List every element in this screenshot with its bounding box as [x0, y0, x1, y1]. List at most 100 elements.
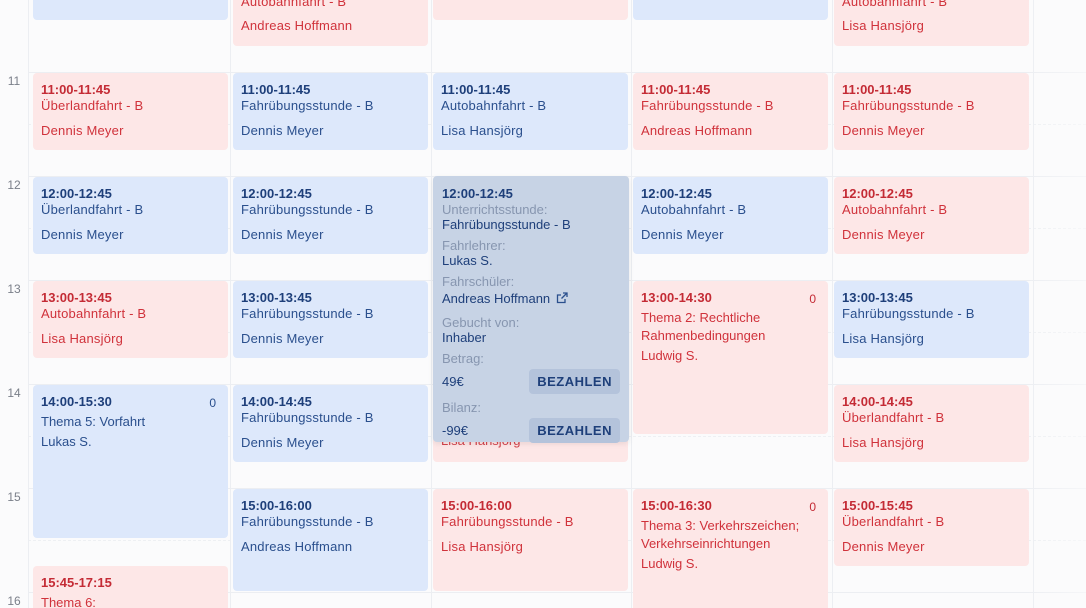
event-theme: Thema 2: Rechtliche: [641, 310, 761, 325]
popup-time: 12:00-12:45: [442, 186, 513, 201]
event-time: 15:00-16:30: [641, 498, 712, 513]
day-column-divider: [631, 0, 632, 608]
hour-line: [28, 72, 1086, 73]
pay-amount-button[interactable]: BEZAHLEN: [529, 369, 620, 394]
event-person: Dennis Meyer: [41, 123, 124, 138]
event-type: Autobahnfahrt - B: [441, 98, 547, 113]
event-card[interactable]: 13:00-13:45 Autobahnfahrt - B Lisa Hansj…: [33, 281, 228, 358]
event-card[interactable]: 12:00-12:45 Autobahnfahrt - B Dennis Mey…: [633, 177, 828, 254]
participant-count: 0: [209, 396, 216, 410]
event-card[interactable]: 13:00-13:45 Fahrübungsstunde - B Lisa Ha…: [834, 281, 1029, 358]
event-card[interactable]: 11:00-11:45 Fahrübungsstunde - B Dennis …: [233, 73, 428, 150]
event-person: Dennis Meyer: [41, 227, 124, 242]
event-time: 14:00-14:45: [842, 394, 913, 409]
event-person: Dennis Meyer: [241, 227, 324, 242]
event-person: Lisa Hansjörg: [441, 123, 524, 138]
appointment-detail-popup[interactable]: 12:00-12:45 Unterrichtsstunde: Fahrübung…: [433, 176, 629, 443]
event-time: 14:00-14:45: [241, 394, 312, 409]
external-link-icon[interactable]: [556, 292, 568, 307]
event-instructor: Ludwig S.: [641, 348, 699, 363]
theory-event-card[interactable]: 15:00-16:30 0 Thema 3: Verkehrszeichen; …: [633, 489, 828, 608]
event-person: Lisa Hansjörg: [842, 331, 925, 346]
teacher-value: Lukas S.: [442, 253, 493, 268]
event-time: 15:00-16:00: [441, 498, 512, 513]
event-card[interactable]: [633, 0, 828, 20]
event-type: Fahrübungsstunde - B: [241, 306, 374, 321]
event-time: 11:00-11:45: [441, 82, 511, 97]
student-value[interactable]: Andreas Hoffmann: [442, 291, 551, 306]
hour-label: 16: [7, 594, 21, 608]
event-type: Fahrübungsstunde - B: [241, 202, 374, 217]
event-type: Überlandfahrt - B: [41, 98, 144, 113]
hour-label: 12: [7, 178, 21, 192]
event-type: Überlandfahrt - B: [842, 514, 945, 529]
event-card[interactable]: 12:00-12:45 Fahrübungsstunde - B Dennis …: [233, 177, 428, 254]
event-card[interactable]: Autobahnfahrt - B Lisa Hansjörg: [834, 0, 1029, 46]
event-card[interactable]: 11:00-11:45 Fahrübungsstunde - B Andreas…: [633, 73, 828, 150]
event-card[interactable]: 15:00-16:00 Fahrübungsstunde - B Lisa Ha…: [433, 489, 628, 591]
event-card[interactable]: 13:00-13:45 Fahrübungsstunde - B Dennis …: [233, 281, 428, 358]
event-card[interactable]: 11:00-11:45 Überlandfahrt - B Dennis Mey…: [33, 73, 228, 150]
event-type: Fahrübungsstunde - B: [441, 514, 574, 529]
booked-by-label: Gebucht von:: [442, 315, 520, 330]
event-time: 15:00-15:45: [842, 498, 913, 513]
event-type: Fahrübungsstunde - B: [842, 98, 975, 113]
event-card[interactable]: [433, 0, 628, 20]
event-time: 15:45-17:15: [41, 575, 112, 590]
event-card[interactable]: 11:00-11:45 Autobahnfahrt - B Lisa Hansj…: [433, 73, 628, 150]
student-label: Fahrschüler:: [442, 274, 515, 289]
hour-label: 11: [7, 74, 21, 88]
theory-event-card[interactable]: 13:00-14:30 0 Thema 2: Rechtliche Rahmen…: [633, 281, 828, 434]
event-card[interactable]: 12:00-12:45 Überlandfahrt - B Dennis Mey…: [33, 177, 228, 254]
event-type: Fahrübungsstunde - B: [241, 410, 374, 425]
event-card[interactable]: 15:00-16:00 Fahrübungsstunde - B Andreas…: [233, 489, 428, 591]
amount-value: 49€: [442, 374, 464, 389]
event-card[interactable]: 12:00-12:45 Autobahnfahrt - B Dennis Mey…: [834, 177, 1029, 254]
event-person: Lisa Hansjörg: [842, 435, 925, 450]
pay-balance-button[interactable]: BEZAHLEN: [529, 418, 620, 443]
event-time: 13:00-13:45: [41, 290, 112, 305]
event-person: Andreas Hoffmann: [641, 123, 753, 138]
event-type: Fahrübungsstunde - B: [641, 98, 774, 113]
day-column-divider: [1033, 0, 1034, 608]
event-card[interactable]: 11:00-11:45 Fahrübungsstunde - B Dennis …: [834, 73, 1029, 150]
lesson-value: Fahrübungsstunde - B: [442, 217, 571, 232]
event-time: 14:00-15:30: [41, 394, 112, 409]
event-card[interactable]: 14:00-14:45 Fahrübungsstunde - B Dennis …: [233, 385, 428, 462]
balance-value: -99€: [442, 423, 469, 438]
event-time: 12:00-12:45: [241, 186, 312, 201]
event-person: Dennis Meyer: [842, 123, 925, 138]
event-time: 11:00-11:45: [241, 82, 311, 97]
event-type: Autobahnfahrt - B: [842, 0, 948, 9]
booked-by-value: Inhaber: [442, 330, 487, 345]
event-time: 13:00-13:45: [241, 290, 312, 305]
event-card[interactable]: 14:00-14:45 Überlandfahrt - B Lisa Hansj…: [834, 385, 1029, 462]
event-person: Dennis Meyer: [842, 227, 925, 242]
event-card[interactable]: 15:00-15:45 Überlandfahrt - B Dennis Mey…: [834, 489, 1029, 566]
event-type: Fahrübungsstunde - B: [241, 514, 374, 529]
event-person: Andreas Hoffmann: [241, 18, 353, 33]
event-card[interactable]: [33, 0, 228, 20]
event-time: 12:00-12:45: [842, 186, 913, 201]
event-time: 11:00-11:45: [41, 82, 111, 97]
event-time: 15:00-16:00: [241, 498, 312, 513]
theory-event-card[interactable]: 15:45-17:15 Thema 6:: [33, 566, 228, 608]
student-link[interactable]: Andreas Hoffmann: [442, 291, 620, 307]
hour-line: [28, 592, 1086, 593]
event-time: 11:00-11:45: [842, 82, 912, 97]
event-person: Lisa Hansjörg: [842, 18, 925, 33]
day-column-divider: [230, 0, 231, 608]
participant-count: 0: [809, 292, 816, 306]
event-theme-continued: Verkehrseinrichtungen: [641, 536, 771, 551]
event-type: Autobahnfahrt - B: [842, 202, 948, 217]
event-person: Dennis Meyer: [641, 227, 724, 242]
event-time: 12:00-12:45: [641, 186, 712, 201]
event-time: 13:00-14:30: [641, 290, 712, 305]
balance-row: -99€ BEZAHLEN: [442, 418, 620, 443]
event-type: Fahrübungsstunde - B: [842, 306, 975, 321]
theory-event-card[interactable]: 14:00-15:30 0 Thema 5: Vorfahrt Lukas S.: [33, 385, 228, 538]
event-type: Autobahnfahrt - B: [641, 202, 747, 217]
event-instructor: Ludwig S.: [641, 556, 699, 571]
event-card[interactable]: Autobahnfahrt - B Andreas Hoffmann: [233, 0, 428, 46]
